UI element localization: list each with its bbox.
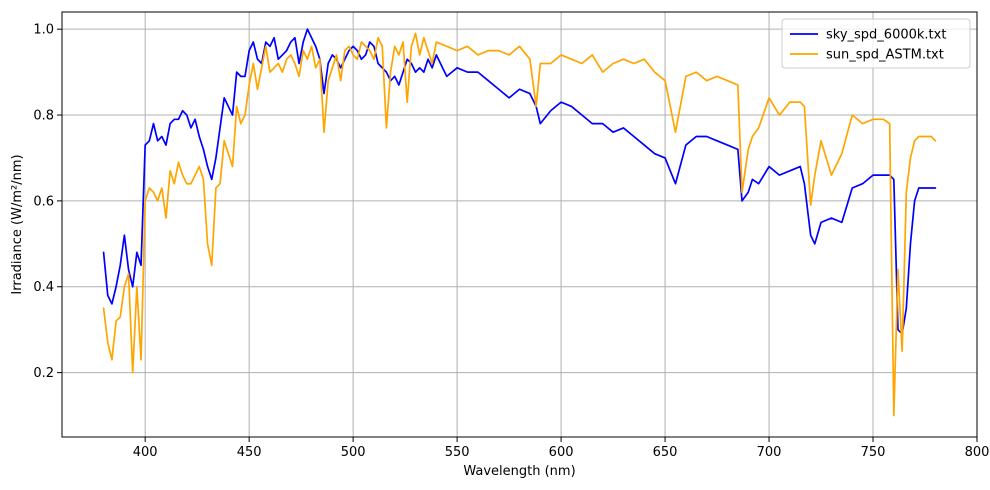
x-tick-label: 650 xyxy=(653,445,678,460)
x-tick-label: 750 xyxy=(861,445,886,460)
x-tick-label: 500 xyxy=(341,445,366,460)
legend-label-2: sun_spd_ASTM.txt xyxy=(826,48,944,63)
x-tick-label: 600 xyxy=(549,445,574,460)
axis-ticks: 400 450 500 550 600 650 700 750 800 0.2 0.4 0.6 0.8 1… xyxy=(33,23,989,460)
x-tick-label: 550 xyxy=(445,445,470,460)
y-axis-label: Irradiance (W/m²/nm) xyxy=(10,154,25,294)
y-tick-label: 0.2 xyxy=(33,366,54,381)
plot-frame xyxy=(61,11,978,438)
y-tick-label: 0.8 xyxy=(33,109,54,124)
series-lines xyxy=(102,28,937,417)
legend-box xyxy=(781,18,971,69)
legend-label-1: sky_spd_6000k.txt xyxy=(826,28,946,43)
x-axis-label: Wavelength (nm) xyxy=(463,464,575,479)
x-tick-label: 400 xyxy=(133,445,158,460)
legend: sky_spd_6000k.txt sun_spd_ASTM.txt xyxy=(781,18,971,69)
y-tick-label: 1.0 xyxy=(33,23,54,38)
x-tick-label: 700 xyxy=(757,445,782,460)
y-tick-label: 0.4 xyxy=(33,280,54,295)
series-line-2 xyxy=(102,32,937,417)
x-tick-label: 450 xyxy=(237,445,262,460)
y-tick-label: 0.6 xyxy=(33,194,54,209)
x-tick-label: 800 xyxy=(965,445,990,460)
series-line-1 xyxy=(102,28,937,335)
